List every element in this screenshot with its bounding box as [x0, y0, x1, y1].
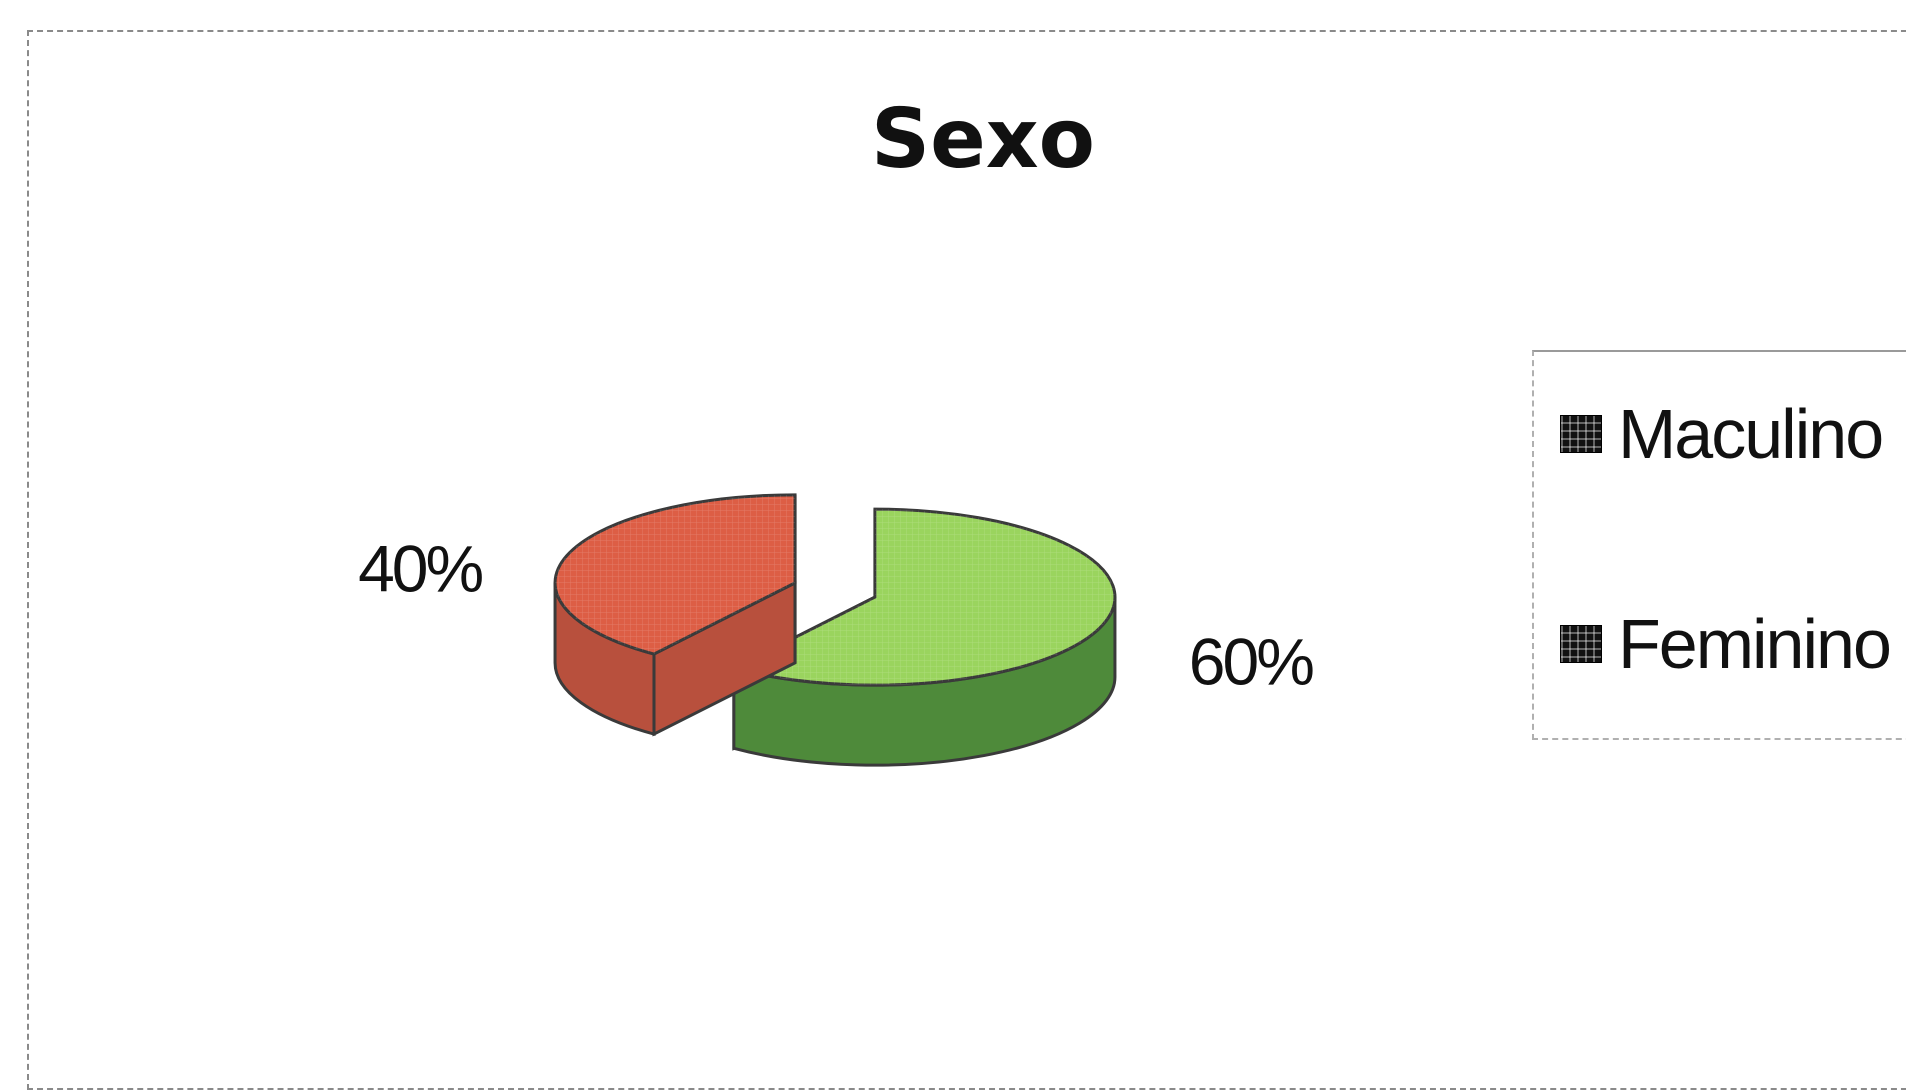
data-label-maculino: 60% — [1189, 625, 1313, 699]
chart-legend: Maculino Feminino — [1532, 350, 1906, 740]
legend-label-maculino: Maculino — [1618, 395, 1884, 473]
pie-chart: 60% 40% — [358, 493, 1316, 767]
pie-slice-maculino — [729, 507, 1117, 767]
pie-slice-texture-maculino — [733, 509, 1115, 686]
data-label-feminino: 40% — [358, 531, 482, 605]
legend-item-feminino: Feminino — [1560, 604, 1892, 684]
legend-swatch-maculino — [1560, 415, 1602, 453]
legend-item-maculino: Maculino — [1560, 394, 1884, 474]
pie-slice-texture-feminino — [555, 494, 796, 655]
legend-swatch-feminino — [1560, 625, 1602, 663]
pie-slice-feminino — [553, 493, 797, 737]
legend-label-feminino: Feminino — [1618, 605, 1892, 683]
